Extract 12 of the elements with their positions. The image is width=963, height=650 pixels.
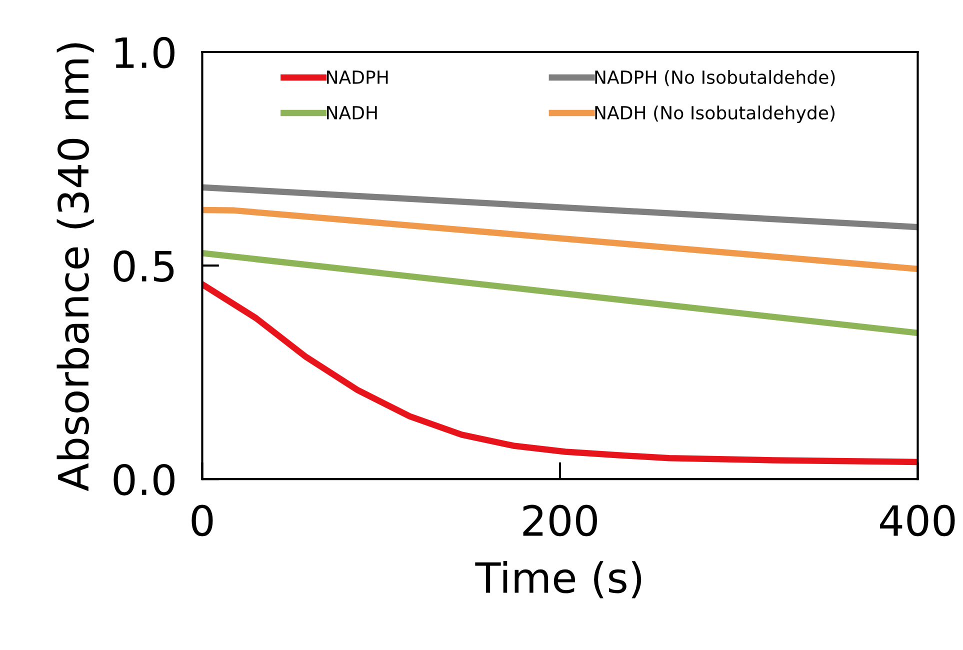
x-axis-title: Time (s) bbox=[475, 561, 642, 598]
legend-label: NADPH (No Isobutaldehde) bbox=[595, 70, 835, 86]
y-tick-label: 0.5 bbox=[114, 250, 174, 282]
x-tick-label: 200 bbox=[523, 504, 597, 536]
legend-label: NADH bbox=[327, 106, 377, 120]
y-axis-title: Absorbance (340 nm) bbox=[56, 43, 94, 492]
legend-label: NADPH bbox=[327, 70, 388, 84]
x-tick-label: 400 bbox=[880, 504, 955, 536]
legend-label: NADH (No Isobutaldehyde) bbox=[595, 106, 835, 124]
x-tick-label: 0 bbox=[192, 504, 213, 536]
y-tick-label: 1.0 bbox=[116, 36, 174, 68]
y-tick-label: 0.0 bbox=[114, 464, 174, 496]
